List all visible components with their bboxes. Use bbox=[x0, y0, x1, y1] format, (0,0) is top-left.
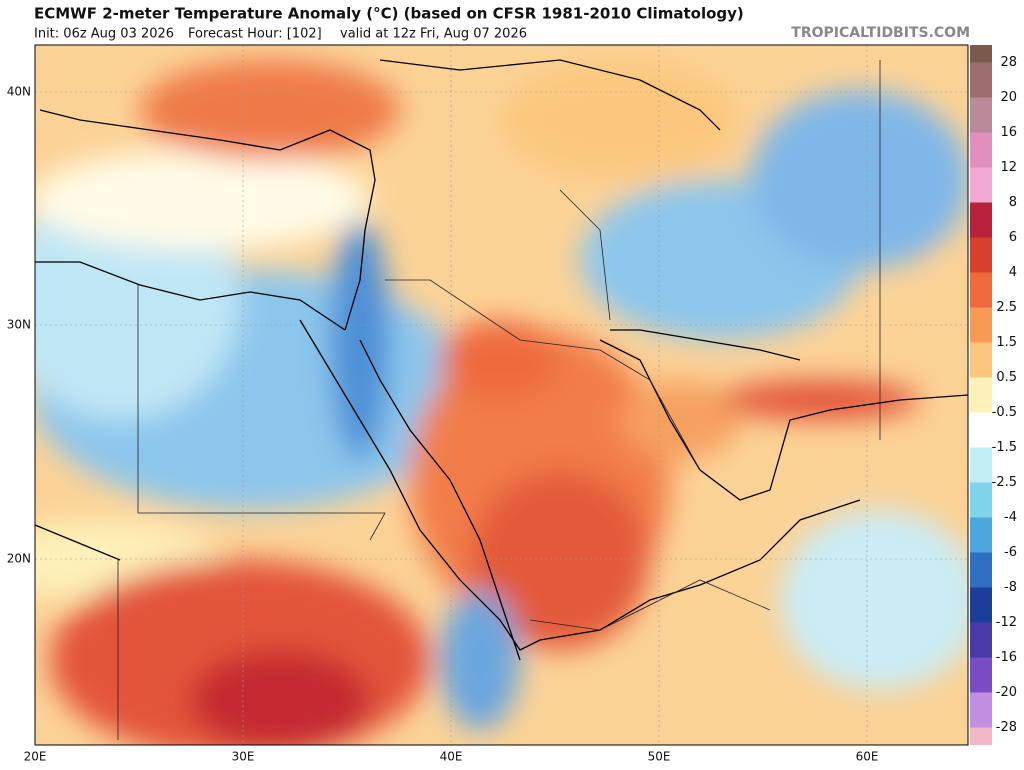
colorbar-label: 20 bbox=[1000, 90, 1017, 105]
colorbar-label: 28 bbox=[1000, 55, 1017, 70]
valid-time: valid at 12z Fri, Aug 07 2026 bbox=[340, 27, 527, 42]
lat-label: 20N bbox=[7, 552, 31, 566]
lat-label: 40N bbox=[7, 85, 31, 99]
colorbar-label: 6 bbox=[1009, 230, 1017, 245]
lon-label: 60E bbox=[856, 750, 879, 764]
colorbar-label: -2.5 bbox=[992, 475, 1017, 490]
colorbar-label: 2.5 bbox=[996, 300, 1017, 315]
colorbar-label: -0.5 bbox=[992, 405, 1017, 420]
colorbar-label: -16 bbox=[996, 650, 1017, 665]
colorbar-label: -1.5 bbox=[992, 440, 1017, 455]
colorbar-label: -4 bbox=[1004, 510, 1017, 525]
colorbar-label: 4 bbox=[1009, 265, 1017, 280]
colorbar-swatch bbox=[970, 97, 992, 133]
colorbar-label: 0.5 bbox=[996, 370, 1017, 385]
init: Init: 06z Aug 03 2026 bbox=[34, 27, 174, 42]
lon-label: 20E bbox=[24, 750, 47, 764]
lon-label: 50E bbox=[648, 750, 671, 764]
colorbar-swatch bbox=[970, 727, 992, 745]
forecast-hour: Forecast Hour: [102] bbox=[188, 27, 322, 42]
colorbar-swatch bbox=[970, 62, 992, 98]
colorbar-swatch bbox=[970, 587, 992, 623]
lat-label: 30N bbox=[7, 318, 31, 332]
colorbar-swatch bbox=[970, 657, 992, 693]
colorbar-label: 16 bbox=[1000, 125, 1017, 140]
map bbox=[35, 45, 968, 745]
lon-label: 40E bbox=[440, 750, 463, 764]
colorbar-swatch bbox=[970, 517, 992, 553]
source: TROPICALTIDBITS.COM bbox=[791, 25, 970, 41]
colorbar-swatch bbox=[970, 692, 992, 728]
colorbar-swatch bbox=[970, 167, 992, 203]
map-frame bbox=[34, 44, 969, 746]
colorbar-swatch bbox=[970, 552, 992, 588]
colorbar-label: 1.5 bbox=[996, 335, 1017, 350]
colorbar-label: 8 bbox=[1009, 195, 1017, 210]
lon-label: 30E bbox=[232, 750, 255, 764]
colorbar-swatch bbox=[970, 447, 992, 483]
colorbar-label: -6 bbox=[1004, 545, 1017, 560]
colorbar-swatch bbox=[970, 412, 992, 448]
colorbar-swatch bbox=[970, 132, 992, 168]
colorbar-swatch bbox=[970, 237, 992, 273]
colorbar-label: -28 bbox=[996, 720, 1017, 735]
colorbar-swatch bbox=[970, 45, 992, 63]
colorbar-swatch bbox=[970, 342, 992, 378]
colorbar-label: 12 bbox=[1000, 160, 1017, 175]
colorbar-swatch bbox=[970, 377, 992, 413]
colorbar-swatch bbox=[970, 622, 992, 658]
title: ECMWF 2-meter Temperature Anomaly (°C) (… bbox=[34, 5, 744, 23]
colorbar-swatch bbox=[970, 482, 992, 518]
colorbar-label: -20 bbox=[996, 685, 1017, 700]
colorbar-swatch bbox=[970, 272, 992, 308]
colorbar-swatch bbox=[970, 307, 992, 343]
colorbar-swatch bbox=[970, 202, 992, 238]
colorbar-label: -8 bbox=[1004, 580, 1017, 595]
colorbar-label: -12 bbox=[996, 615, 1017, 630]
